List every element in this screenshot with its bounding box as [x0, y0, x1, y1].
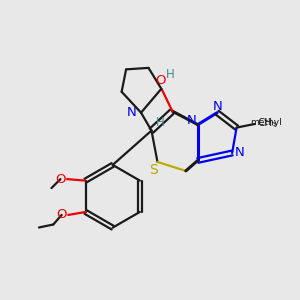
Text: O: O — [56, 208, 67, 221]
Text: H: H — [166, 68, 175, 81]
Text: CH₃: CH₃ — [257, 118, 277, 128]
Text: methyl: methyl — [250, 118, 282, 127]
Text: N: N — [187, 114, 197, 127]
Text: N: N — [235, 146, 244, 160]
Text: N: N — [127, 106, 137, 119]
Text: O: O — [55, 172, 66, 186]
Text: S: S — [149, 163, 158, 177]
Text: N: N — [212, 100, 222, 112]
Text: H: H — [155, 116, 164, 129]
Text: O: O — [155, 74, 166, 87]
